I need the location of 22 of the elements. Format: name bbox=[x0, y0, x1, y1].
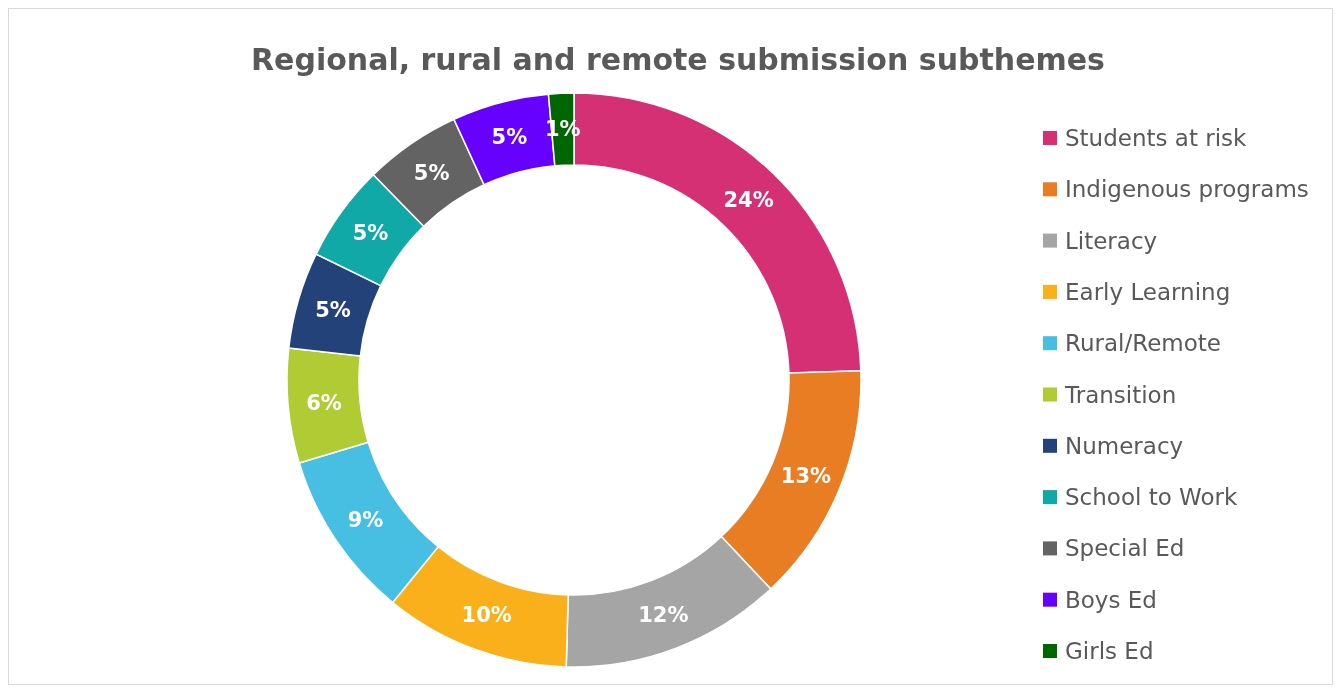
legend-label: Literacy bbox=[1065, 227, 1158, 254]
legend-label: Students at risk bbox=[1065, 125, 1248, 151]
data-label: 5% bbox=[491, 125, 528, 150]
data-label: 5% bbox=[352, 221, 389, 246]
legend-label: Indigenous programs bbox=[1065, 176, 1309, 203]
legend-label: Boys Ed bbox=[1065, 586, 1157, 613]
data-label: 24% bbox=[723, 187, 774, 212]
legend-label: School to Work bbox=[1065, 484, 1238, 511]
data-label: 6% bbox=[306, 390, 342, 415]
legend-label: Early Learning bbox=[1065, 278, 1231, 305]
legend-label: Girls Ed bbox=[1065, 638, 1154, 664]
legend-label: Special Ed bbox=[1065, 535, 1185, 562]
legend-label: Rural/Remote bbox=[1065, 330, 1221, 357]
data-label: 9% bbox=[347, 507, 384, 532]
legend-label: Transition bbox=[1064, 381, 1177, 408]
data-label: 5% bbox=[315, 297, 351, 322]
data-label: 13% bbox=[780, 463, 832, 488]
data-label: 12% bbox=[638, 602, 689, 627]
chart-title: Regional, rural and remote submission subthemes bbox=[251, 42, 1105, 77]
data-label: 10% bbox=[461, 603, 512, 628]
data-label: 5% bbox=[413, 161, 450, 186]
legend-label: Numeracy bbox=[1065, 432, 1184, 459]
